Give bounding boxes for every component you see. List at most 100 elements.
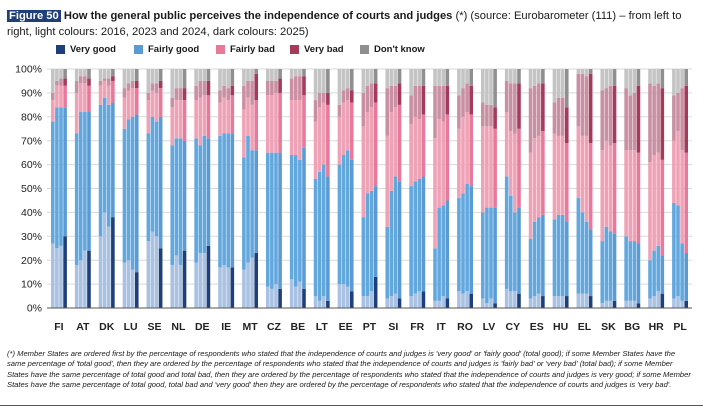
bar-segment-nl-2016-fairly-good	[170, 145, 175, 265]
bar-segment-dk-2025-very-bad	[111, 76, 115, 81]
bar-segment-pt-2016-fairly-bad	[361, 126, 366, 218]
legend-label-fairly-good: Fairly good	[148, 44, 200, 55]
bar-segment-mt-2025-very-bad	[254, 73, 259, 101]
bar-segment-pl-2016-dont-know	[672, 69, 676, 96]
bar-segment-lt-2025-fairly-bad	[326, 104, 330, 177]
bar-segment-hu-2025-fairly-bad	[564, 143, 569, 222]
bar-segment-dk-2025-dont-know	[111, 69, 115, 77]
bar-segment-mt-2016-very-bad	[242, 85, 246, 110]
bar-group-lu	[122, 69, 139, 308]
bar-segment-cy-2024-fairly-bad	[513, 133, 517, 213]
bar-segment-dk-2024-fairly-good	[106, 104, 111, 227]
bar-segment-si-2025-dont-know	[397, 69, 402, 84]
bar-segment-sk-2025-very-bad	[612, 85, 617, 144]
bar-segment-si-2025-very-bad	[397, 83, 402, 105]
bar-segment-it-2023-fairly-good	[437, 207, 441, 301]
bar-segment-ro-2025-fairly-bad	[469, 114, 474, 187]
bar-segment-nl-2024-fairly-good	[178, 138, 183, 265]
bar-segment-cy-2025-dont-know	[517, 69, 521, 84]
bar-segment-it-2024-fairly-good	[441, 205, 446, 297]
bar-segment-ie-2023-dont-know	[222, 69, 226, 86]
bar-segment-it-2024-very-good	[441, 296, 446, 308]
bar-segment-cy-2025-fairly-good	[517, 207, 521, 294]
bar-segment-si-2016-dont-know	[385, 69, 390, 89]
bar-segment-de-2023-dont-know	[198, 69, 203, 81]
bar-segment-hu-2025-dont-know	[564, 69, 569, 108]
x-tick-label-ro: RO	[457, 321, 473, 333]
bar-segment-cy-2023-very-bad	[508, 83, 513, 132]
bar-segment-mt-2016-fairly-bad	[242, 109, 246, 158]
bar-segment-se-2016-very-good	[146, 241, 151, 308]
bar-segment-dk-2016-fairly-bad	[98, 85, 103, 105]
bar-segment-lv-2023-very-good	[485, 303, 489, 308]
bar-segment-hr-2016-very-good	[648, 298, 652, 308]
bar-segment-de-2016-fairly-bad	[194, 100, 198, 139]
bar-segment-ee-2016-very-good	[337, 284, 342, 308]
bar-segment-se-2024-fairly-bad	[154, 92, 159, 122]
bottom-divider	[0, 405, 703, 406]
bar-segment-es-2024-dont-know	[536, 69, 541, 84]
bar-segment-hu-2016-very-good	[552, 296, 557, 308]
bar-segment-nl-2024-dont-know	[178, 69, 183, 89]
bar-segment-hr-2023-very-bad	[652, 85, 656, 156]
bar-segment-lu-2016-fairly-good	[122, 128, 127, 263]
bar-segment-hu-2024-very-good	[560, 296, 565, 308]
bar-segment-es-2023-fairly-good	[532, 221, 537, 297]
bar-segment-ee-2023-fairly-bad	[341, 102, 346, 156]
bar-segment-si-2024-dont-know	[393, 69, 398, 86]
bar-segment-pt-2024-very-bad	[369, 83, 374, 108]
bar-segment-se-2016-fairly-bad	[146, 100, 151, 134]
bar-group-mt	[242, 69, 259, 308]
bar-segment-nl-2023-fairly-good	[174, 138, 179, 256]
bar-segment-lu-2025-very-good	[134, 272, 139, 308]
bar-segment-ee-2023-very-good	[341, 284, 346, 308]
bar-segment-cz-2016-fairly-good	[265, 152, 270, 287]
bar-segment-hu-2024-very-bad	[560, 97, 565, 136]
bar-segment-lv-2016-dont-know	[480, 69, 485, 103]
bar-segment-mt-2025-dont-know	[254, 69, 259, 74]
bar-segment-lv-2016-fairly-good	[480, 212, 485, 299]
bar-segment-mt-2016-dont-know	[242, 69, 246, 86]
bar-segment-lu-2016-very-good	[122, 262, 127, 308]
bar-segment-ro-2025-dont-know	[469, 69, 474, 86]
bar-segment-ie-2024-very-bad	[226, 88, 231, 101]
bar-segment-be-2023-dont-know	[293, 69, 298, 77]
y-tick-label: 30%	[21, 231, 42, 243]
bar-segment-be-2024-very-bad	[298, 76, 302, 101]
bar-segment-pt-2023-fairly-good	[365, 193, 370, 297]
bar-segment-sk-2024-very-bad	[608, 85, 613, 146]
bar-segment-mt-2023-very-good	[246, 262, 250, 308]
bar-segment-el-2016-very-good	[576, 293, 581, 308]
bar-segment-se-2016-fairly-good	[146, 133, 151, 242]
y-tick-label: 40%	[21, 207, 42, 219]
bar-segment-si-2023-fairly-good	[389, 190, 394, 297]
bar-segment-dk-2016-very-good	[98, 236, 103, 308]
bar-segment-nl-2016-very-bad	[170, 97, 175, 108]
bar-segment-be-2023-fairly-bad	[293, 100, 298, 156]
bar-segment-hr-2025-fairly-bad	[660, 159, 665, 256]
bar-segment-fr-2025-fairly-good	[421, 176, 426, 292]
bar-segment-be-2024-fairly-good	[298, 159, 302, 282]
bar-segment-dk-2023-fairly-good	[102, 97, 107, 213]
bar-segment-nl-2024-very-good	[178, 264, 183, 308]
bar-segment-mt-2024-dont-know	[250, 69, 254, 81]
bar-segment-lv-2025-fairly-good	[493, 207, 497, 304]
bar-segment-cz-2024-very-good	[274, 284, 278, 308]
bar-segment-pl-2016-very-good	[672, 298, 676, 308]
bar-segment-ie-2016-fairly-good	[218, 135, 222, 268]
bar-segment-cz-2024-fairly-bad	[274, 92, 278, 153]
figure-title-main: How the general public perceives the ind…	[63, 10, 453, 22]
bar-segment-pl-2016-fairly-good	[672, 202, 676, 299]
bar-segment-at-2016-very-bad	[74, 80, 79, 93]
bar-segment-fi-2025-very-good	[63, 236, 67, 308]
bar-segment-pl-2016-very-bad	[672, 95, 676, 141]
bar-segment-ie-2025-fairly-good	[230, 133, 235, 268]
bar-segment-ro-2024-fairly-good	[465, 183, 469, 292]
bar-segment-lt-2025-very-bad	[326, 92, 330, 105]
bar-segment-it-2016-fairly-bad	[433, 138, 437, 249]
bar-group-si	[385, 69, 402, 308]
bar-group-cy	[504, 69, 521, 308]
bar-group-be	[289, 69, 306, 308]
bar-segment-lv-2025-dont-know	[493, 69, 497, 108]
bar-segment-fr-2023-dont-know	[413, 69, 418, 86]
